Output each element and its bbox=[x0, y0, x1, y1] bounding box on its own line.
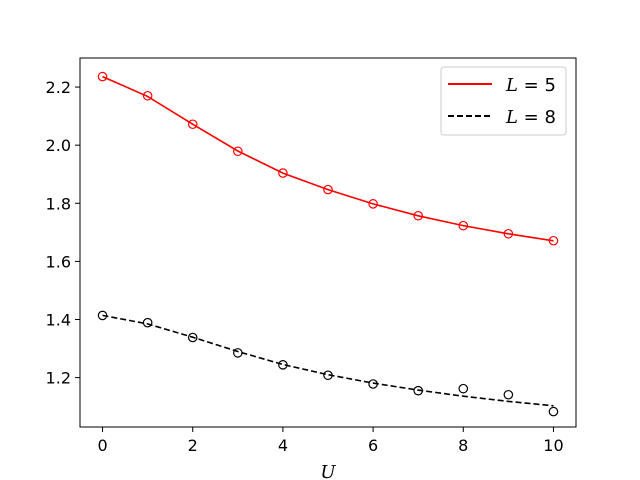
x-tick-label: 4 bbox=[278, 436, 288, 455]
x-tick-label: 2 bbox=[188, 436, 198, 455]
series-1-marker bbox=[503, 389, 514, 400]
series-line-1 bbox=[102, 314, 554, 407]
series-1-marker bbox=[233, 348, 243, 358]
series-layer bbox=[97, 71, 559, 417]
series-0-marker bbox=[187, 119, 198, 130]
x-tick-label: 10 bbox=[543, 436, 563, 455]
x-axis-ticks: 0 2 4 6 8 10 bbox=[97, 427, 564, 455]
y-axis-ticks: 1.2 1.4 1.6 1.8 2.0 2.2 bbox=[46, 78, 80, 388]
series-0-marker bbox=[458, 220, 469, 231]
legend-var-l8: L bbox=[505, 107, 518, 128]
y-tick-label: 2.2 bbox=[46, 78, 71, 97]
legend-label-l5: L = 5 bbox=[505, 75, 556, 96]
x-tick-label: 0 bbox=[97, 436, 107, 455]
series-1-marker bbox=[97, 310, 108, 321]
series-0-marker bbox=[323, 184, 333, 195]
y-tick-label: 1.6 bbox=[46, 252, 71, 271]
y-tick-label: 1.2 bbox=[46, 369, 71, 388]
plot-frame bbox=[79, 57, 577, 428]
series-1-marker bbox=[278, 360, 288, 370]
series-0-marker bbox=[278, 168, 288, 178]
series-1-marker bbox=[368, 379, 378, 389]
series-0-marker bbox=[548, 235, 559, 246]
legend-rest-l8: = 8 bbox=[518, 107, 556, 128]
series-0-marker bbox=[368, 199, 378, 209]
series-0-marker bbox=[413, 210, 423, 221]
y-tick-label: 2.0 bbox=[46, 136, 71, 155]
series-0-marker bbox=[142, 90, 153, 101]
series-1-marker bbox=[187, 332, 198, 343]
series-0-marker bbox=[233, 146, 243, 157]
x-axis-label: U bbox=[320, 462, 336, 480]
x-tick-label: 8 bbox=[458, 436, 468, 455]
series-1-marker bbox=[142, 317, 153, 328]
legend: L = 5 L = 8 bbox=[440, 66, 567, 136]
series-0-marker bbox=[503, 228, 514, 239]
series-1-marker bbox=[458, 383, 469, 394]
legend-rest-l5: = 5 bbox=[518, 75, 556, 96]
y-tick-label: 1.8 bbox=[46, 194, 71, 213]
series-1-marker bbox=[323, 370, 333, 381]
x-tick-label: 6 bbox=[368, 436, 378, 455]
series-1-marker bbox=[548, 406, 559, 417]
series-0-marker bbox=[97, 71, 108, 82]
y-tick-label: 1.4 bbox=[46, 310, 71, 329]
legend-label-l8: L = 8 bbox=[505, 107, 556, 128]
series-1-marker bbox=[413, 385, 423, 396]
series-line-0 bbox=[102, 75, 554, 242]
legend-var-l5: L bbox=[505, 75, 518, 96]
